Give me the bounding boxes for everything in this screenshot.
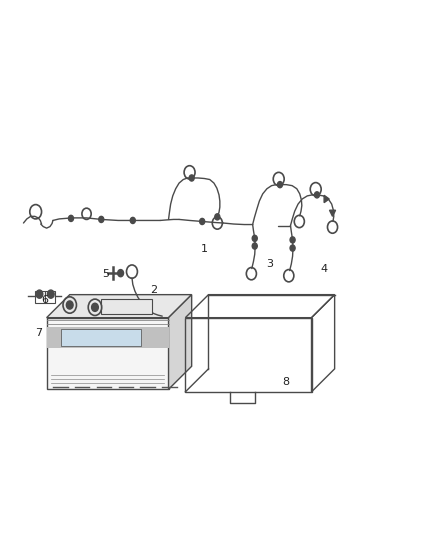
Bar — [35, 291, 45, 303]
Text: 8: 8 — [283, 377, 290, 386]
Circle shape — [36, 290, 43, 298]
Bar — [61, 329, 141, 346]
Text: 5: 5 — [102, 269, 109, 279]
Bar — [46, 327, 169, 349]
Text: 6: 6 — [41, 295, 48, 305]
Polygon shape — [46, 295, 192, 318]
Polygon shape — [329, 210, 336, 216]
Circle shape — [215, 214, 220, 220]
Circle shape — [189, 175, 194, 181]
Circle shape — [290, 245, 295, 251]
Circle shape — [118, 270, 124, 277]
Circle shape — [314, 192, 319, 198]
Circle shape — [252, 235, 257, 241]
Circle shape — [277, 182, 283, 188]
Circle shape — [290, 237, 295, 243]
Circle shape — [47, 290, 54, 298]
Polygon shape — [169, 295, 192, 389]
Text: 4: 4 — [321, 264, 328, 274]
Polygon shape — [324, 195, 329, 203]
Circle shape — [67, 301, 73, 309]
Bar — [101, 299, 152, 314]
Text: 1: 1 — [201, 244, 208, 254]
Circle shape — [252, 243, 257, 249]
Bar — [46, 291, 55, 303]
Circle shape — [92, 303, 98, 311]
Circle shape — [68, 215, 74, 222]
Text: 7: 7 — [35, 328, 42, 338]
Text: 3: 3 — [266, 259, 273, 269]
Polygon shape — [46, 318, 169, 389]
Text: 2: 2 — [150, 285, 157, 295]
Circle shape — [130, 217, 135, 223]
Circle shape — [99, 216, 104, 222]
Circle shape — [200, 219, 205, 224]
